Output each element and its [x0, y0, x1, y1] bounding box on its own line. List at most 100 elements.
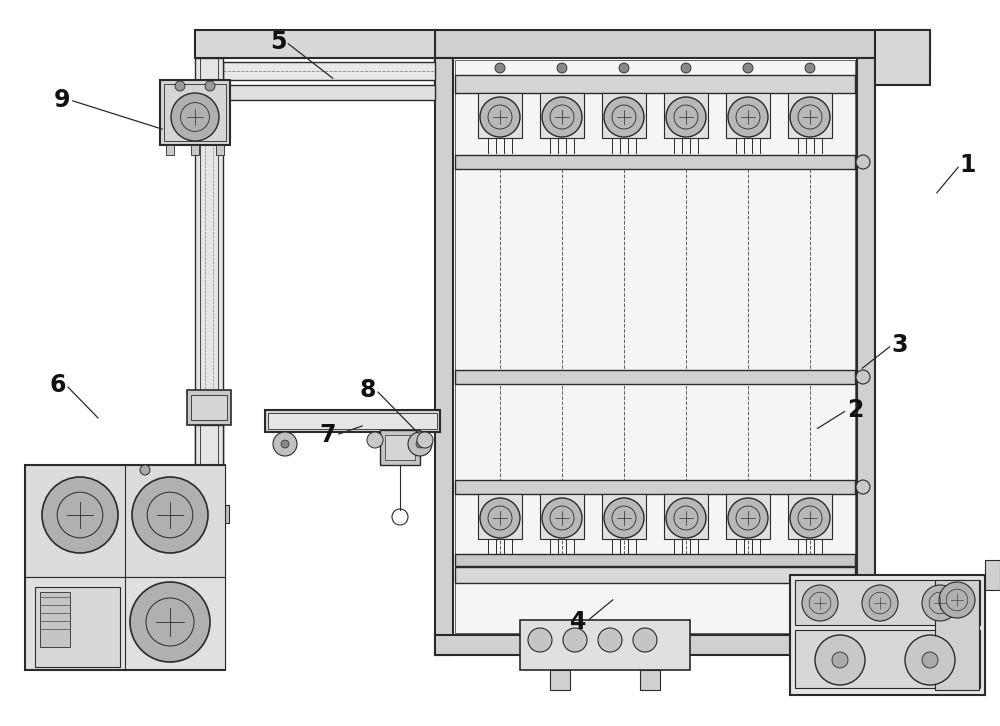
Bar [195, 30, 435, 58]
Bar [550, 670, 570, 690]
Text: 7: 7 [320, 423, 336, 447]
Bar [540, 494, 584, 539]
Text: 5: 5 [270, 30, 286, 54]
Circle shape [495, 63, 505, 73]
Bar [602, 494, 646, 539]
Bar [664, 494, 708, 539]
Circle shape [417, 432, 433, 448]
Bar [435, 58, 453, 655]
Bar [455, 75, 855, 93]
Bar [191, 145, 199, 155]
Bar [455, 60, 855, 633]
Bar [191, 395, 227, 420]
Circle shape [130, 582, 210, 662]
Bar [166, 145, 174, 155]
Bar [385, 435, 415, 460]
Bar [455, 155, 855, 169]
Bar [25, 465, 225, 670]
Bar [223, 85, 435, 100]
Bar [788, 494, 832, 539]
Circle shape [862, 585, 898, 621]
Text: 6: 6 [50, 373, 66, 397]
Circle shape [557, 63, 567, 73]
Bar [455, 567, 855, 583]
Circle shape [681, 63, 691, 73]
Circle shape [815, 635, 865, 685]
Bar [875, 30, 930, 85]
Circle shape [563, 628, 587, 652]
Circle shape [171, 93, 219, 141]
Circle shape [480, 97, 520, 137]
Circle shape [367, 432, 383, 448]
Text: 1: 1 [960, 153, 976, 177]
Bar [664, 93, 708, 138]
Bar [602, 93, 646, 138]
Bar [195, 425, 223, 515]
Bar [520, 620, 690, 670]
Circle shape [619, 63, 629, 73]
Circle shape [856, 480, 870, 494]
Bar [795, 580, 980, 625]
Bar [223, 62, 435, 80]
Bar [268, 413, 437, 429]
Text: 9: 9 [54, 88, 70, 112]
Circle shape [922, 652, 938, 668]
Text: 2: 2 [847, 398, 863, 422]
Circle shape [408, 432, 432, 456]
Bar [187, 390, 231, 425]
Circle shape [604, 498, 644, 538]
Bar [478, 93, 522, 138]
Circle shape [666, 498, 706, 538]
Circle shape [666, 97, 706, 137]
Circle shape [604, 97, 644, 137]
Bar [640, 670, 660, 690]
Circle shape [598, 628, 622, 652]
Bar [435, 30, 930, 58]
Text: 4: 4 [570, 610, 586, 634]
Bar [40, 592, 70, 647]
Bar [455, 370, 855, 384]
Circle shape [416, 440, 424, 448]
Circle shape [542, 97, 582, 137]
Bar [25, 465, 225, 577]
Bar [726, 93, 770, 138]
Circle shape [939, 582, 975, 618]
Bar [164, 84, 226, 141]
Circle shape [743, 63, 753, 73]
Text: 8: 8 [360, 378, 376, 402]
Bar [857, 58, 875, 655]
Circle shape [273, 432, 297, 456]
Circle shape [633, 628, 657, 652]
Bar [935, 580, 979, 690]
Bar [216, 145, 224, 155]
Circle shape [856, 155, 870, 169]
Circle shape [205, 81, 215, 91]
Text: 3: 3 [892, 333, 908, 357]
Bar [455, 554, 855, 566]
Circle shape [905, 635, 955, 685]
Bar [160, 80, 230, 145]
Bar [25, 577, 225, 669]
Circle shape [802, 585, 838, 621]
Bar [540, 93, 584, 138]
Circle shape [922, 585, 958, 621]
Circle shape [281, 440, 289, 448]
Bar [726, 494, 770, 539]
Bar [265, 410, 440, 432]
Bar [380, 430, 420, 465]
Bar [985, 560, 1000, 590]
Circle shape [132, 477, 208, 553]
Bar [790, 575, 985, 695]
Circle shape [856, 370, 870, 384]
Circle shape [140, 465, 150, 475]
Circle shape [480, 498, 520, 538]
Bar [189, 505, 229, 523]
Bar [788, 93, 832, 138]
Circle shape [832, 652, 848, 668]
Circle shape [790, 97, 830, 137]
Bar [795, 630, 980, 688]
Bar [435, 635, 875, 655]
Circle shape [790, 498, 830, 538]
Circle shape [42, 477, 118, 553]
Circle shape [542, 498, 582, 538]
